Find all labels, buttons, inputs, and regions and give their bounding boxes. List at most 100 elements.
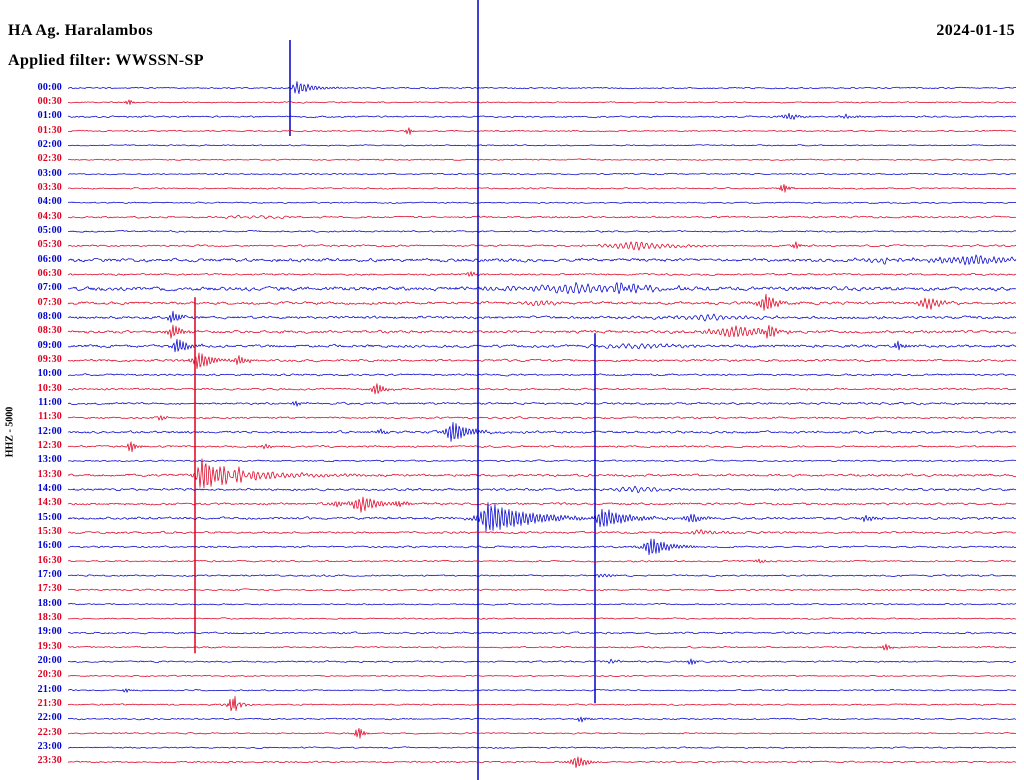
- time-label-06:00: 06:00: [37, 253, 62, 265]
- trace-12:00: [67, 422, 1017, 442]
- time-label-12:00: 12:00: [37, 425, 62, 437]
- trace-02:30: [67, 158, 1017, 161]
- trace-14:30: [67, 496, 1017, 513]
- time-label-17:00: 17:00: [37, 569, 62, 581]
- time-label-09:30: 09:30: [37, 353, 62, 365]
- trace-21:00: [67, 688, 1017, 693]
- trace-04:00: [67, 201, 1017, 204]
- time-label-20:00: 20:00: [37, 655, 62, 667]
- time-label-20:30: 20:30: [37, 669, 62, 681]
- trace-03:30: [67, 184, 1017, 193]
- time-label-08:30: 08:30: [37, 325, 62, 337]
- time-label-05:00: 05:00: [37, 224, 62, 236]
- trace-05:00: [68, 230, 1017, 233]
- trace-00:00: [67, 81, 1017, 95]
- trace-19:00: [67, 631, 1017, 635]
- time-label-03:00: 03:00: [37, 167, 62, 179]
- time-label-11:00: 11:00: [38, 396, 62, 408]
- time-label-13:30: 13:30: [37, 468, 62, 480]
- trace-06:30: [67, 271, 1017, 277]
- trace-08:00: [67, 310, 1017, 323]
- trace-11:00: [67, 400, 1017, 407]
- trace-02:00: [67, 144, 1017, 147]
- filter-label: Applied filter: WWSSN-SP: [8, 52, 204, 69]
- trace-18:30: [67, 617, 1017, 620]
- trace-20:30: [67, 674, 1017, 677]
- time-label-22:30: 22:30: [37, 726, 62, 738]
- time-label-23:00: 23:00: [37, 741, 62, 753]
- trace-10:00: [68, 373, 1017, 377]
- station-title: HA Ag. Haralambos: [8, 22, 154, 39]
- time-label-16:30: 16:30: [37, 554, 62, 566]
- trace-09:00: [67, 338, 1017, 353]
- time-label-07:00: 07:00: [37, 282, 62, 294]
- trace-23:00: [67, 746, 1017, 749]
- time-label-17:30: 17:30: [37, 583, 62, 595]
- time-label-15:00: 15:00: [37, 511, 62, 523]
- time-label-19:30: 19:30: [37, 640, 62, 652]
- time-label-08:00: 08:00: [37, 310, 62, 322]
- time-label-02:00: 02:00: [37, 138, 62, 150]
- time-label-02:30: 02:30: [37, 153, 62, 165]
- time-label-01:00: 01:00: [37, 110, 62, 122]
- trace-07:00: [67, 282, 1017, 295]
- trace-06:00: [67, 254, 1017, 266]
- trace-01:30: [67, 127, 1017, 135]
- time-label-12:30: 12:30: [37, 440, 62, 451]
- date-label: 2024-01-15: [936, 22, 1015, 39]
- trace-15:30: [68, 529, 1017, 535]
- time-label-11:30: 11:30: [38, 411, 62, 423]
- trace-19:30: [67, 643, 1017, 651]
- trace-08:30: [67, 324, 1017, 339]
- trace-04:30: [67, 214, 1017, 220]
- time-label-00:00: 00:00: [37, 81, 62, 93]
- trace-01:00: [67, 112, 1017, 120]
- time-label-16:00: 16:00: [37, 540, 62, 552]
- time-label-06:30: 06:30: [37, 267, 62, 279]
- time-label-04:00: 04:00: [37, 196, 62, 208]
- trace-10:30: [68, 383, 1017, 395]
- time-label-22:00: 22:00: [37, 712, 62, 724]
- time-label-21:00: 21:00: [37, 683, 62, 695]
- trace-03:00: [67, 172, 1017, 176]
- trace-05:30: [67, 241, 1017, 251]
- trace-11:30: [67, 415, 1017, 421]
- trace-09:30: [67, 352, 1017, 369]
- trace-17:00: [67, 573, 1016, 578]
- trace-17:30: [67, 588, 1017, 592]
- time-label-05:30: 05:30: [37, 239, 62, 251]
- time-label-14:00: 14:00: [37, 483, 62, 495]
- time-label-10:00: 10:00: [37, 368, 62, 380]
- trace-13:00: [67, 459, 1017, 463]
- time-label-18:30: 18:30: [37, 612, 62, 624]
- time-label-15:30: 15:30: [37, 526, 62, 538]
- trace-22:30: [68, 727, 1017, 739]
- time-label-10:30: 10:30: [37, 382, 62, 394]
- trace-23:30: [67, 756, 1017, 768]
- trace-12:30: [67, 441, 1017, 453]
- time-label-03:30: 03:30: [37, 181, 62, 193]
- trace-14:00: [67, 485, 1017, 494]
- trace-16:00: [67, 538, 1017, 556]
- time-label-13:00: 13:00: [37, 454, 62, 466]
- time-label-19:00: 19:00: [37, 626, 62, 638]
- time-label-07:30: 07:30: [37, 296, 62, 308]
- time-label-21:30: 21:30: [37, 698, 62, 710]
- time-label-18:00: 18:00: [37, 597, 62, 609]
- trace-16:30: [67, 558, 1016, 564]
- time-label-23:30: 23:30: [37, 755, 62, 767]
- trace-22:00: [67, 716, 1017, 723]
- trace-20:00: [67, 658, 1017, 665]
- trace-07:30: [67, 293, 1017, 311]
- trace-15:00: [67, 502, 1017, 532]
- time-label-00:30: 00:30: [37, 95, 62, 107]
- time-label-04:30: 04:30: [37, 210, 62, 222]
- trace-00:30: [68, 99, 1017, 105]
- time-label-09:00: 09:00: [37, 339, 62, 351]
- time-label-14:30: 14:30: [37, 497, 62, 509]
- time-label-01:30: 01:30: [37, 124, 62, 136]
- trace-13:30: [67, 458, 1017, 489]
- trace-21:30: [67, 696, 1017, 712]
